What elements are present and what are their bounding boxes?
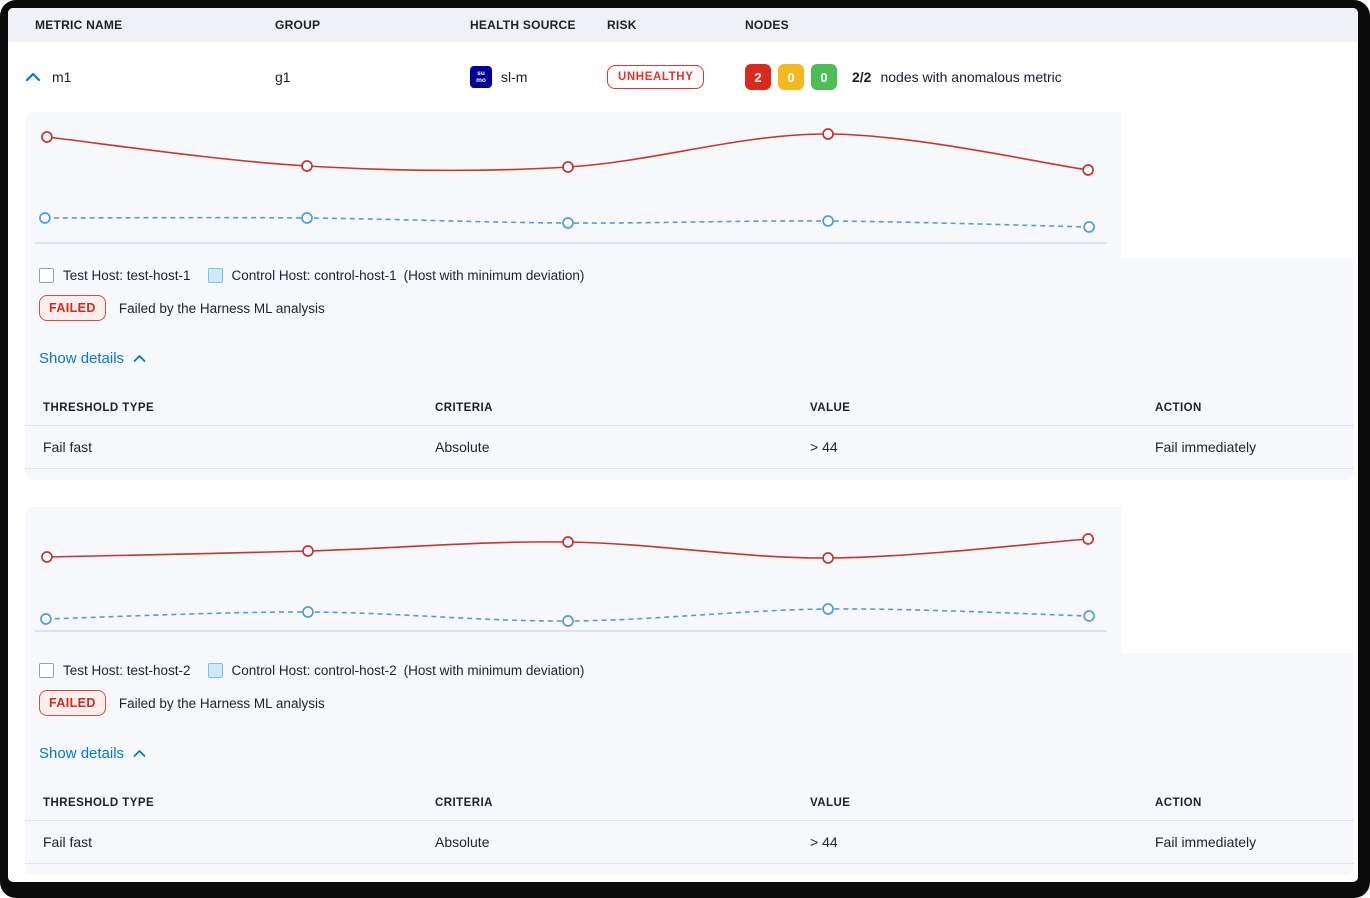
control-host-label: Control Host: control-host-2 xyxy=(231,663,397,678)
chart-spacer xyxy=(1121,507,1354,653)
sumologic-icon: su mo xyxy=(470,66,492,88)
metric-timeseries-chart-2[interactable] xyxy=(25,507,1121,653)
group-value: g1 xyxy=(275,69,291,85)
threshold-details-table-1: THRESHOLD TYPE CRITERIA VALUE ACTION Fai… xyxy=(25,390,1354,469)
minimum-deviation-note: (Host with minimum deviation) xyxy=(403,663,585,678)
risk-status-badge: UNHEALTHY xyxy=(607,65,705,89)
col-threshold-type: THRESHOLD TYPE xyxy=(43,796,155,809)
criteria-value: Absolute xyxy=(435,834,490,850)
analysis-status-row-1: FAILED Failed by the Harness ML analysis xyxy=(39,295,1354,321)
metric-name-value: m1 xyxy=(52,69,72,85)
value-value: > 44 xyxy=(810,439,838,455)
threshold-table-header: THRESHOLD TYPE CRITERIA VALUE ACTION xyxy=(25,390,1354,426)
sumologic-icon-line2: mo xyxy=(476,77,486,84)
host-analysis-panel-2: Test Host: test-host-2 Control Host: con… xyxy=(25,507,1354,875)
col-action: ACTION xyxy=(1155,796,1202,809)
threshold-type-value: Fail fast xyxy=(43,834,93,850)
threshold-table-row: Fail fast Absolute > 44 Fail immediately xyxy=(25,426,1354,469)
chevron-up-icon xyxy=(25,72,41,82)
legend-control-host-1[interactable]: Control Host: control-host-1 xyxy=(207,268,397,283)
legend-test-host-2[interactable]: Test Host: test-host-2 xyxy=(39,663,191,678)
failed-status-text: Failed by the Harness ML analysis xyxy=(118,695,325,711)
col-criteria: CRITERIA xyxy=(435,401,493,414)
panel-gap xyxy=(8,480,1358,507)
show-details-label: Show details xyxy=(39,745,125,762)
col-header-risk: RISK xyxy=(607,18,637,32)
threshold-table-row: Fail fast Absolute > 44 Fail immediately xyxy=(25,821,1354,864)
table-header-row: METRIC NAME GROUP HEALTH SOURCE RISK NOD… xyxy=(8,8,1358,42)
analysis-status-row-2: FAILED Failed by the Harness ML analysis xyxy=(39,690,1354,716)
threshold-details-table-2: THRESHOLD TYPE CRITERIA VALUE ACTION Fai… xyxy=(25,785,1354,864)
test-host-label: Test Host: test-host-1 xyxy=(63,268,191,283)
col-header-health-source: HEALTH SOURCE xyxy=(470,18,576,32)
collapse-row-button[interactable] xyxy=(25,72,41,82)
control-host-label: Control Host: control-host-1 xyxy=(231,268,397,283)
col-value: VALUE xyxy=(810,401,851,414)
action-value: Fail immediately xyxy=(1155,834,1257,850)
value-value: > 44 xyxy=(810,834,838,850)
control-host-checkbox[interactable] xyxy=(207,268,223,283)
show-details-link-1[interactable]: Show details xyxy=(39,350,146,367)
chart-legend-1: Test Host: test-host-1 Control Host: con… xyxy=(39,268,1354,283)
threshold-table-header: THRESHOLD TYPE CRITERIA VALUE ACTION xyxy=(25,785,1354,821)
chevron-up-icon xyxy=(133,750,146,757)
failed-status-badge: FAILED xyxy=(39,295,106,321)
nodes-ratio: 2/2 xyxy=(852,69,872,85)
chart-legend-2: Test Host: test-host-2 Control Host: con… xyxy=(39,663,1354,678)
nodes-anomalous-label: nodes with anomalous metric xyxy=(880,69,1062,85)
unhealthy-node-count-badge: 2 xyxy=(745,64,771,90)
test-host-label: Test Host: test-host-2 xyxy=(63,663,191,678)
chevron-up-icon xyxy=(133,355,146,362)
col-header-group: GROUP xyxy=(275,18,321,32)
legend-test-host-1[interactable]: Test Host: test-host-1 xyxy=(39,268,191,283)
metric-timeseries-chart-1[interactable] xyxy=(25,112,1121,258)
health-source-value: sl-m xyxy=(501,69,528,85)
sumologic-icon-line1: su xyxy=(477,70,485,77)
healthy-node-count-badge: 0 xyxy=(811,64,837,90)
minimum-deviation-note: (Host with minimum deviation) xyxy=(403,268,585,283)
chart-spacer xyxy=(1121,112,1354,258)
failed-status-text: Failed by the Harness ML analysis xyxy=(118,300,325,316)
col-value: VALUE xyxy=(810,796,851,809)
show-details-link-2[interactable]: Show details xyxy=(39,745,146,762)
col-threshold-type: THRESHOLD TYPE xyxy=(43,401,155,414)
col-criteria: CRITERIA xyxy=(435,796,493,809)
metric-analysis-page: METRIC NAME GROUP HEALTH SOURCE RISK NOD… xyxy=(8,8,1358,882)
legend-control-host-2[interactable]: Control Host: control-host-2 xyxy=(207,663,397,678)
test-host-checkbox[interactable] xyxy=(39,268,54,283)
criteria-value: Absolute xyxy=(435,439,490,455)
host-analysis-panel-1: Test Host: test-host-1 Control Host: con… xyxy=(25,112,1354,480)
control-host-checkbox[interactable] xyxy=(207,663,223,678)
show-details-label: Show details xyxy=(39,350,125,367)
failed-status-badge: FAILED xyxy=(39,690,106,716)
threshold-type-value: Fail fast xyxy=(43,439,93,455)
col-header-nodes: NODES xyxy=(745,18,789,32)
col-header-metric-name: METRIC NAME xyxy=(35,18,123,32)
test-host-checkbox[interactable] xyxy=(39,663,54,678)
col-action: ACTION xyxy=(1155,401,1202,414)
action-value: Fail immediately xyxy=(1155,439,1257,455)
metric-row: m1 g1 su mo sl-m UNHEALTHY 2 0 0 2/2 nod… xyxy=(8,42,1358,112)
warning-node-count-badge: 0 xyxy=(778,64,804,90)
